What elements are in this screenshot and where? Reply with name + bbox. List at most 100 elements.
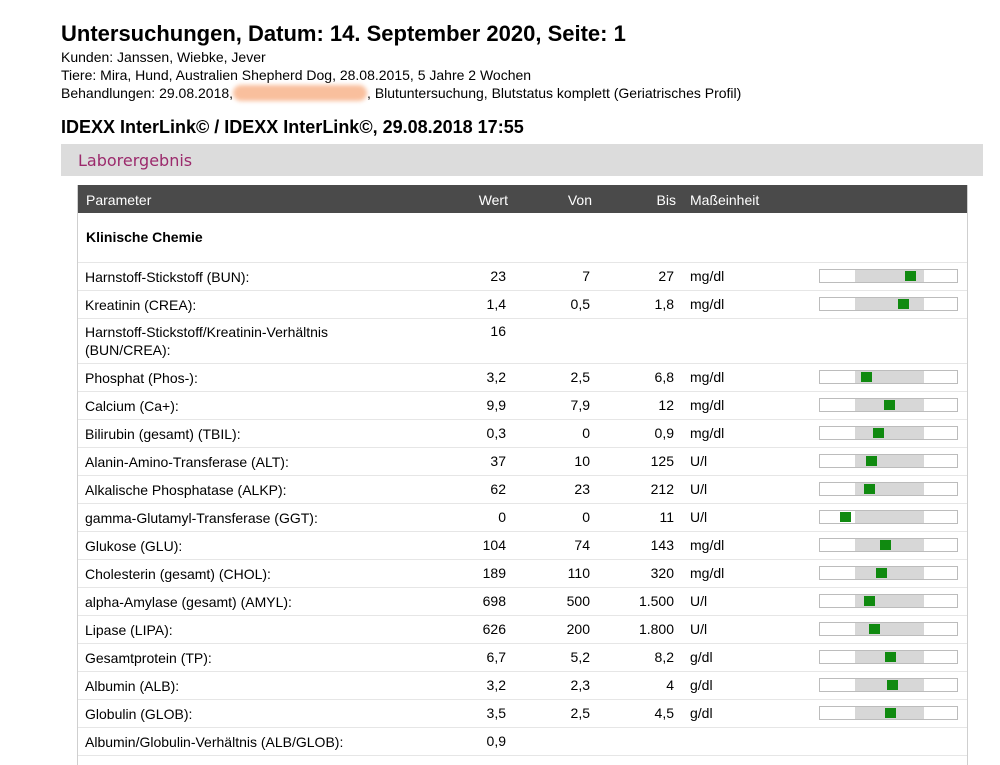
table-row: Globulin (GLOB): 3,5 2,5 4,5 g/dl <box>78 700 967 728</box>
von-cell: 5,2 <box>570 649 590 665</box>
value-marker <box>883 400 895 410</box>
range-bar <box>819 454 958 468</box>
bis-cell: 1.500 <box>638 593 674 609</box>
behandlungen-prefix: Behandlungen: 29.08.2018, <box>61 85 234 101</box>
redaction-blur <box>233 85 368 101</box>
bis-cell: 11 <box>659 509 674 525</box>
section-header: Laborergebnis <box>61 144 983 176</box>
range-bar <box>819 269 958 283</box>
section-title: Laborergebnis <box>78 151 193 170</box>
von-cell: 0 <box>582 509 590 525</box>
table-row: Bilirubin (gesamt) (TBIL): 0,3 0 0,9 mg/dl <box>78 420 967 448</box>
von-cell: 0 <box>582 425 590 441</box>
range-bar <box>819 482 958 496</box>
parameter-cell: Bilirubin (gesamt) (TBIL): <box>85 426 241 442</box>
page-title: Untersuchungen, Datum: 14. September 202… <box>61 21 626 46</box>
unit-cell: U/l <box>690 509 708 525</box>
col-bis: Bis <box>656 192 676 208</box>
wert-cell: 0,9 <box>486 733 506 749</box>
range-bar <box>819 706 958 720</box>
von-cell: 23 <box>574 481 590 497</box>
unit-cell: mg/dl <box>690 565 725 581</box>
wert-cell: 23 <box>490 268 506 284</box>
value-marker <box>868 624 880 634</box>
parameter-cell: Harnstoff-Stickstoff/Kreatinin-Verhältni… <box>85 324 329 358</box>
range-bar <box>819 370 958 384</box>
parameter-cell: Globulin (GLOB): <box>85 706 193 722</box>
unit-cell: U/l <box>690 481 708 497</box>
range-bar <box>819 622 958 636</box>
wert-cell: 0,3 <box>486 425 506 441</box>
range-bar <box>819 538 958 552</box>
von-cell: 0,5 <box>570 296 590 312</box>
reference-range <box>855 298 924 310</box>
unit-cell: mg/dl <box>690 296 725 312</box>
unit-cell: U/l <box>690 453 708 469</box>
wert-cell: 9,9 <box>486 397 506 413</box>
table-row: Harnstoff-Stickstoff/Kreatinin-Verhältni… <box>78 319 967 364</box>
value-marker <box>865 456 877 466</box>
von-cell: 110 <box>567 565 590 581</box>
col-masseinheit: Maßeinheit <box>690 192 760 208</box>
parameter-cell: Harnstoff-Stickstoff (BUN): <box>85 269 250 285</box>
table-row: gamma-Glutamyl-Transferase (GGT): 0 0 11 U/l <box>78 504 967 532</box>
bis-cell: 212 <box>650 481 674 497</box>
unit-cell: mg/dl <box>690 397 725 413</box>
parameter-cell: Phosphat (Phos-): <box>85 370 198 386</box>
parameter-cell: gamma-Glutamyl-Transferase (GGT): <box>85 510 318 526</box>
unit-cell: g/dl <box>690 677 713 693</box>
behandlungen-suffix: , Blutuntersuchung, Blutstatus komplett … <box>367 85 742 101</box>
range-bar <box>819 426 958 440</box>
table-header: Parameter Wert Von Bis Maßeinheit <box>78 185 967 213</box>
table-row: alpha-Amylase (gesamt) (AMYL): 698 500 1.50… <box>78 588 967 616</box>
wert-cell: 62 <box>490 481 506 497</box>
group-header: Klinische Chemie <box>78 213 967 263</box>
von-cell: 7 <box>582 268 590 284</box>
unit-cell: U/l <box>690 593 708 609</box>
von-cell: 2,5 <box>570 705 590 721</box>
value-marker <box>897 299 909 309</box>
parameter-cell: Lipase (LIPA): <box>85 622 173 638</box>
value-marker <box>879 540 891 550</box>
report-header: Untersuchungen, Datum: 14. September 202… <box>61 20 991 102</box>
range-bar <box>819 566 958 580</box>
wert-cell: 3,2 <box>486 677 506 693</box>
kunden-line: Kunden: Janssen, Wiebke, Jever <box>61 49 266 65</box>
value-marker <box>884 708 896 718</box>
bis-cell: 1.800 <box>638 621 674 637</box>
von-cell: 2,3 <box>570 677 590 693</box>
unit-cell: mg/dl <box>690 537 725 553</box>
value-marker <box>884 652 896 662</box>
reference-range <box>855 371 924 383</box>
range-bar <box>819 650 958 664</box>
table-row: Alkalische Phosphatase (ALKP): 62 23 212 U/l <box>78 476 967 504</box>
parameter-cell: Glukose (GLU): <box>85 538 183 554</box>
parameter-cell: Alanin-Amino-Transferase (ALT): <box>85 454 289 470</box>
range-bar <box>819 594 958 608</box>
range-bar <box>819 398 958 412</box>
lab-source-title: IDEXX InterLink© / IDEXX InterLink©, 29.… <box>61 117 524 137</box>
wert-cell: 6,7 <box>486 649 506 665</box>
value-marker <box>876 568 888 578</box>
range-bar <box>819 297 958 311</box>
parameter-cell: Albumin/Globulin-Verhältnis (ALB/GLOB): <box>85 734 344 750</box>
bis-cell: 4 <box>666 677 674 693</box>
value-marker <box>863 484 875 494</box>
table-row: Cholesterin (gesamt) (CHOL): 189 110 320 mg/… <box>78 560 967 588</box>
wert-cell: 698 <box>482 593 506 609</box>
unit-cell: g/dl <box>690 705 713 721</box>
unit-cell: mg/dl <box>690 425 725 441</box>
wert-cell: 104 <box>482 537 506 553</box>
bis-cell: 0,9 <box>654 425 674 441</box>
von-cell: 74 <box>574 537 590 553</box>
table-row: Alanin-Amino-Transferase (ALT): 37 10 125 U/… <box>78 448 967 476</box>
value-marker <box>872 428 884 438</box>
table-row: Lipase (LIPA): 626 200 1.800 U/l <box>78 616 967 644</box>
von-cell: 7,9 <box>570 397 590 413</box>
bis-cell: 12 <box>658 397 674 413</box>
wert-cell: 16 <box>490 323 506 339</box>
value-marker <box>839 512 851 522</box>
table-body: Harnstoff-Stickstoff (BUN): 23 7 27 mg/dl Kre… <box>78 263 967 756</box>
behandlungen-line: Behandlungen: 29.08.2018, , Blutuntersuch… <box>61 84 991 102</box>
bis-cell: 27 <box>658 268 674 284</box>
